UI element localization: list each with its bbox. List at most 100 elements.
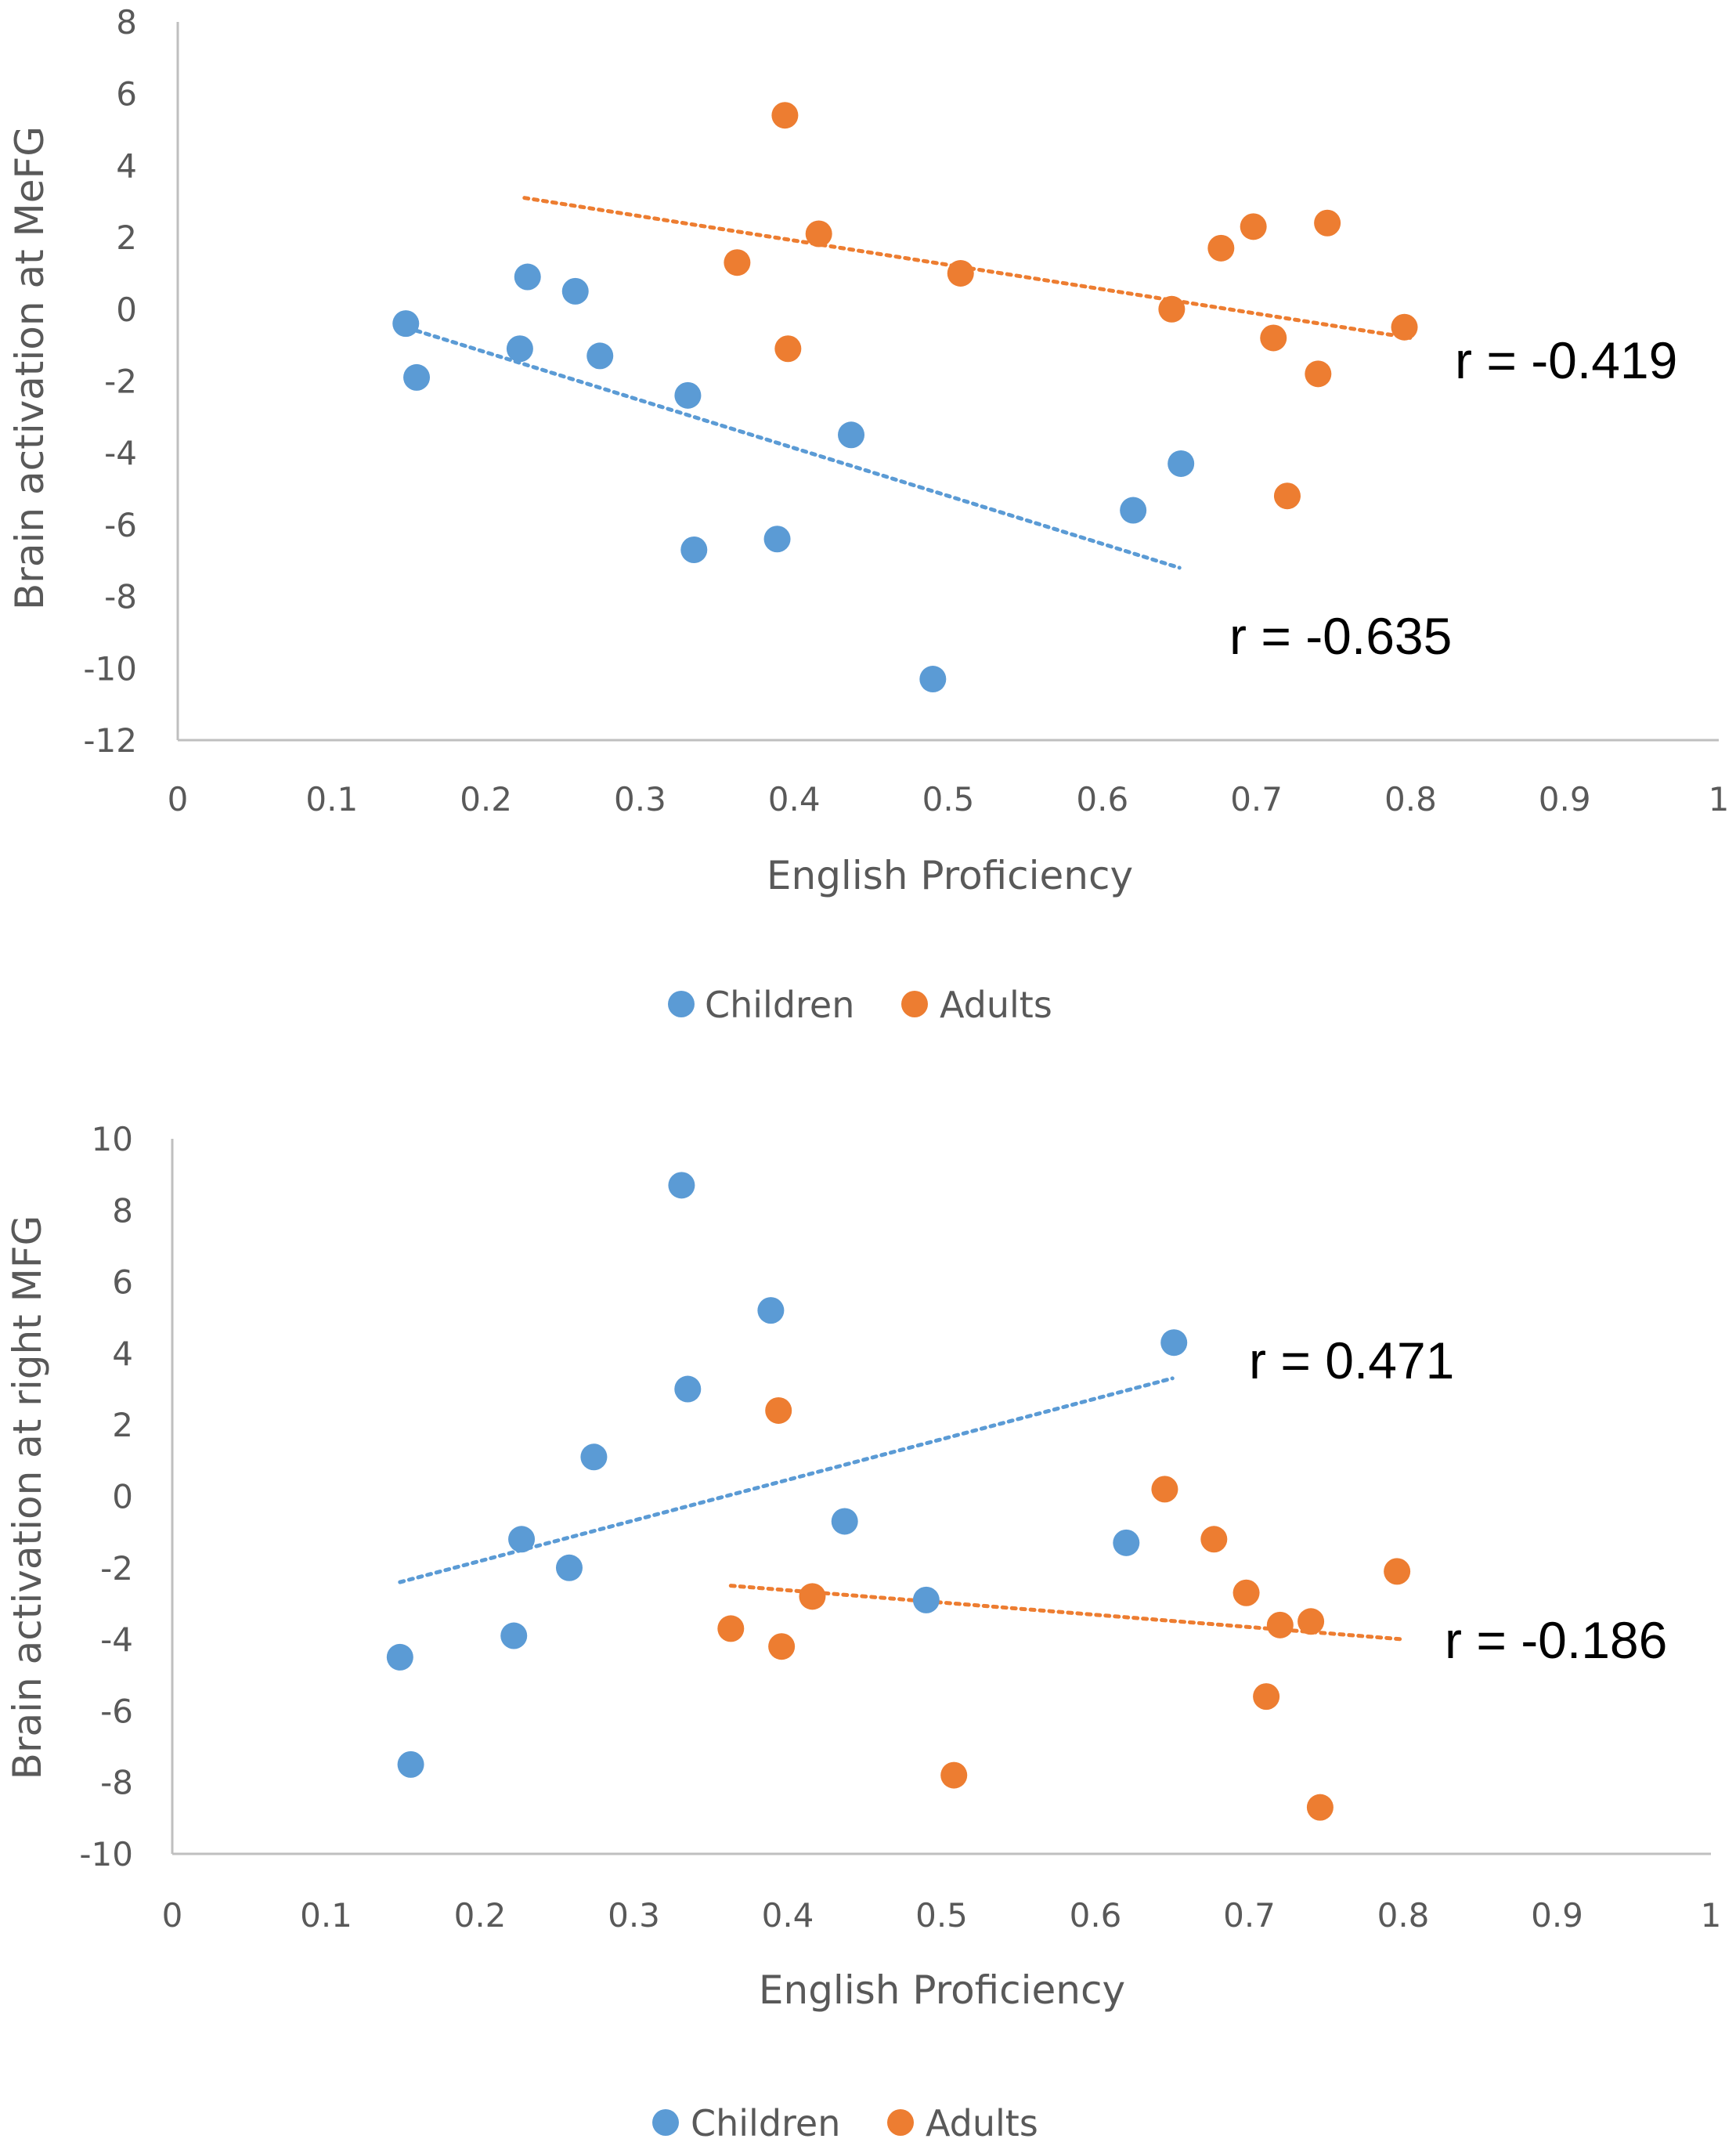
data-point-children xyxy=(1113,1529,1140,1556)
legend: Children Adults xyxy=(668,984,1052,1026)
data-point-children xyxy=(1168,450,1195,477)
legend-label-children: Children xyxy=(691,2102,840,2142)
legend-marker-adults xyxy=(901,991,928,1017)
data-point-children xyxy=(912,1586,940,1613)
y-tick-label: 8 xyxy=(116,3,137,42)
y-tick-labels: -12 -10 -8 -6 -4 -2 0 2 4 6 8 xyxy=(83,3,137,760)
x-tick-labels: 0 0.1 0.2 0.3 0.4 0.5 0.6 0.7 0.8 0.9 1 xyxy=(168,780,1730,818)
data-point-children xyxy=(831,1508,858,1535)
data-points xyxy=(386,1172,1411,1821)
r-label-children: r = 0.471 xyxy=(1249,1331,1454,1389)
data-point-children xyxy=(386,1643,413,1671)
data-point-children xyxy=(508,1526,536,1553)
x-tick-label: 0.1 xyxy=(305,780,358,818)
data-point-children xyxy=(674,381,702,409)
data-point-adults xyxy=(1306,1794,1334,1821)
data-point-adults xyxy=(1314,209,1341,237)
x-tick-label: 0.6 xyxy=(1070,1896,1122,1935)
data-point-adults xyxy=(1207,234,1235,262)
x-tick-label: 0.4 xyxy=(768,780,821,818)
trendlines xyxy=(414,196,1413,570)
y-tick-label: -2 xyxy=(104,363,137,401)
legend-label-adults: Adults xyxy=(940,984,1052,1026)
x-tick-label: 0.5 xyxy=(922,780,975,818)
x-tick-label: 0.8 xyxy=(1384,780,1437,818)
y-tick-label: -10 xyxy=(83,649,137,688)
x-tick-label: 0 xyxy=(162,1896,183,1935)
legend-marker-children xyxy=(652,2109,679,2136)
y-tick-label: 6 xyxy=(116,75,137,114)
y-tick-label: 0 xyxy=(116,291,137,329)
data-point-adults xyxy=(947,259,974,287)
data-point-adults xyxy=(1297,1608,1325,1635)
data-point-adults xyxy=(799,1583,826,1610)
data-point-children xyxy=(674,1375,702,1403)
data-point-children xyxy=(763,526,791,553)
data-point-adults xyxy=(717,1615,745,1642)
data-point-children xyxy=(586,342,614,370)
data-point-children xyxy=(580,1443,608,1471)
x-tick-label: 0.7 xyxy=(1223,1896,1276,1935)
data-point-adults xyxy=(1240,213,1267,240)
y-tick-label: -2 xyxy=(100,1549,133,1588)
x-axis-title: English Proficiency xyxy=(759,1967,1125,2013)
y-tick-label: -4 xyxy=(104,434,137,472)
data-point-adults xyxy=(1305,360,1332,388)
data-point-adults xyxy=(1158,295,1186,323)
legend-label-children: Children xyxy=(705,984,854,1026)
data-point-children xyxy=(1120,497,1147,524)
data-point-children xyxy=(757,1297,785,1324)
data-point-children xyxy=(392,310,420,338)
data-point-children xyxy=(1160,1329,1188,1357)
data-point-adults xyxy=(765,1396,792,1424)
y-tick-label: -4 xyxy=(100,1620,133,1659)
y-tick-label: 0 xyxy=(112,1478,133,1516)
data-point-adults xyxy=(1391,313,1418,341)
legend-marker-children xyxy=(668,991,695,1017)
x-tick-label: 0.4 xyxy=(762,1896,814,1935)
x-tick-label: 0.8 xyxy=(1377,1896,1430,1935)
x-tick-label: 0.9 xyxy=(1539,780,1591,818)
data-point-children xyxy=(403,363,431,391)
data-point-children xyxy=(838,421,865,449)
data-point-children xyxy=(514,263,541,291)
x-tick-labels: 0 0.1 0.2 0.3 0.4 0.5 0.6 0.7 0.8 0.9 1 xyxy=(162,1896,1722,1935)
x-tick-label: 0.6 xyxy=(1076,780,1128,818)
trendline-adults xyxy=(522,196,1413,340)
x-tick-label: 0.2 xyxy=(454,1896,507,1935)
data-point-adults xyxy=(768,1633,796,1660)
y-tick-label: 4 xyxy=(112,1335,133,1373)
data-point-children xyxy=(561,277,589,305)
chart-right-mfg: -10 -8 -6 -4 -2 0 2 4 6 8 10 0 0.1 0.2 0.3 0.4 0.5 0.6 0.… xyxy=(5,1120,1722,2144)
x-tick-label: 0.5 xyxy=(915,1896,968,1935)
x-tick-label: 0.7 xyxy=(1230,780,1283,818)
data-point-adults xyxy=(940,1761,968,1789)
legend: Children Adults xyxy=(652,2102,1038,2144)
data-point-adults xyxy=(1253,1683,1280,1711)
r-label-children: r = -0.635 xyxy=(1229,607,1452,665)
data-point-adults xyxy=(1273,482,1301,510)
data-point-children xyxy=(555,1554,583,1581)
data-point-adults xyxy=(1151,1476,1178,1503)
y-axis-title: Brain activation at MeFG xyxy=(7,126,52,610)
x-tick-label: 0.3 xyxy=(608,1896,660,1935)
y-tick-label: -8 xyxy=(104,578,137,616)
y-tick-label: 2 xyxy=(112,1406,133,1444)
data-point-children xyxy=(397,1750,424,1778)
data-point-adults xyxy=(724,249,751,276)
legend-label-adults: Adults xyxy=(926,2102,1038,2142)
data-point-adults xyxy=(1384,1558,1411,1585)
data-point-children xyxy=(680,536,708,563)
x-tick-label: 0.2 xyxy=(460,780,512,818)
y-tick-label: 6 xyxy=(112,1263,133,1302)
data-point-adults xyxy=(1200,1526,1228,1553)
y-tick-label: -6 xyxy=(104,506,137,544)
data-point-children xyxy=(500,1622,528,1649)
x-axis-title: English Proficiency xyxy=(767,853,1133,898)
y-tick-label: -8 xyxy=(100,1764,133,1802)
data-point-children xyxy=(919,666,947,693)
data-point-adults xyxy=(805,220,832,247)
y-tick-label: 10 xyxy=(92,1120,133,1158)
